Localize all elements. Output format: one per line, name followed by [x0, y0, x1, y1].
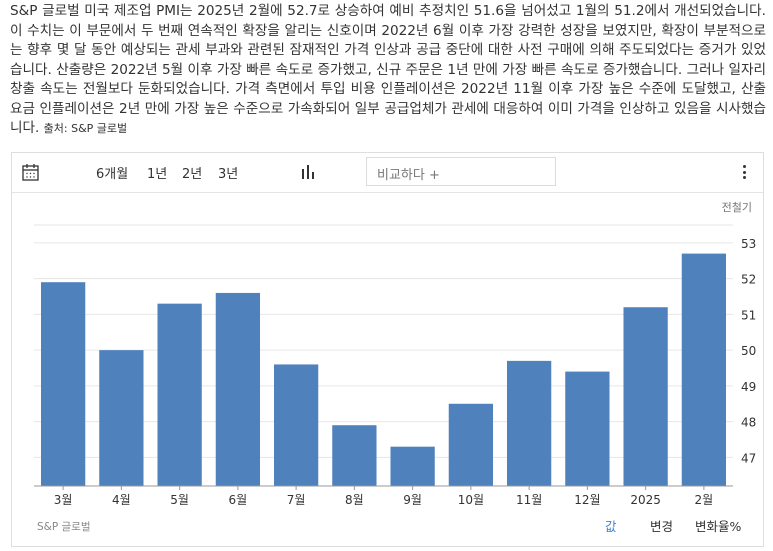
- bar[interactable]: [99, 350, 144, 486]
- y-tick-label: 51: [741, 308, 756, 322]
- bar-chart: 47 48 49 50 51 52 53 3월 4월 5월 6월 7월 8월 9월 10월 11월 12월 202…: [34, 224, 756, 507]
- y-tick-label: 53: [741, 237, 756, 251]
- description-source: 출처: S&P 글로벌: [43, 122, 128, 135]
- bar[interactable]: [565, 371, 610, 486]
- bar[interactable]: [506, 360, 552, 486]
- range-1-year[interactable]: 1년: [147, 167, 168, 182]
- x-tick-label: 3월: [54, 493, 73, 507]
- description: S&P 글로벌 미국 제조업 PMI는 2025년 2월에 52.7로 상승하여…: [10, 2, 766, 139]
- bar[interactable]: [273, 364, 319, 486]
- x-tick-label: 4월: [112, 493, 131, 507]
- chart-card: 6개월 1년 2년 3년 비교하다 + 전철기 47 48 49 50 51 52 53 3월…: [11, 152, 764, 547]
- y-tick-label: 47: [741, 451, 756, 465]
- bar[interactable]: [448, 403, 494, 486]
- x-tick-label: 2월: [695, 493, 714, 507]
- x-tick-label: 10월: [458, 493, 484, 507]
- bar[interactable]: [40, 282, 86, 486]
- description-text: S&P 글로벌 미국 제조업 PMI는 2025년 2월에 52.7로 상승하여…: [10, 3, 766, 136]
- chart-source: S&P 글로벌: [37, 521, 91, 533]
- bar[interactable]: [681, 253, 727, 486]
- bar-chart-icon[interactable]: [301, 165, 315, 179]
- chart-toolbar: 6개월 1년 2년 3년 비교하다 +: [12, 153, 763, 193]
- tab-value[interactable]: 값: [605, 519, 617, 534]
- y-tick-label: 49: [741, 380, 756, 394]
- y-tick-label: 48: [741, 416, 756, 430]
- more-options-icon[interactable]: [743, 165, 747, 181]
- x-tick-label: 11월: [516, 493, 542, 507]
- x-tick-label: 5월: [170, 493, 189, 507]
- bar[interactable]: [157, 303, 202, 486]
- bar[interactable]: [215, 292, 261, 486]
- bar[interactable]: [390, 446, 435, 486]
- bar[interactable]: [623, 307, 668, 486]
- compare-input[interactable]: 비교하다 +: [366, 157, 556, 186]
- chart-corner-label: 전철기: [721, 201, 752, 214]
- x-tick-label: 12월: [574, 493, 600, 507]
- bar[interactable]: [332, 425, 377, 486]
- calendar-icon[interactable]: [22, 163, 39, 181]
- x-tick-label: 2025: [630, 493, 661, 507]
- x-tick-label: 8월: [345, 493, 364, 507]
- x-tick-label: 7월: [287, 493, 306, 507]
- range-2-years[interactable]: 2년: [182, 167, 203, 182]
- y-tick-label: 50: [741, 344, 756, 358]
- x-tick-label: 9월: [403, 493, 422, 507]
- y-tick-label: 52: [741, 273, 756, 287]
- tab-change[interactable]: 변경: [650, 519, 674, 534]
- range-3-years[interactable]: 3년: [218, 167, 239, 182]
- range-6-months[interactable]: 6개월: [96, 167, 129, 182]
- x-tick-label: 6월: [229, 493, 248, 507]
- tab-change-percent[interactable]: 변화율%: [695, 519, 742, 534]
